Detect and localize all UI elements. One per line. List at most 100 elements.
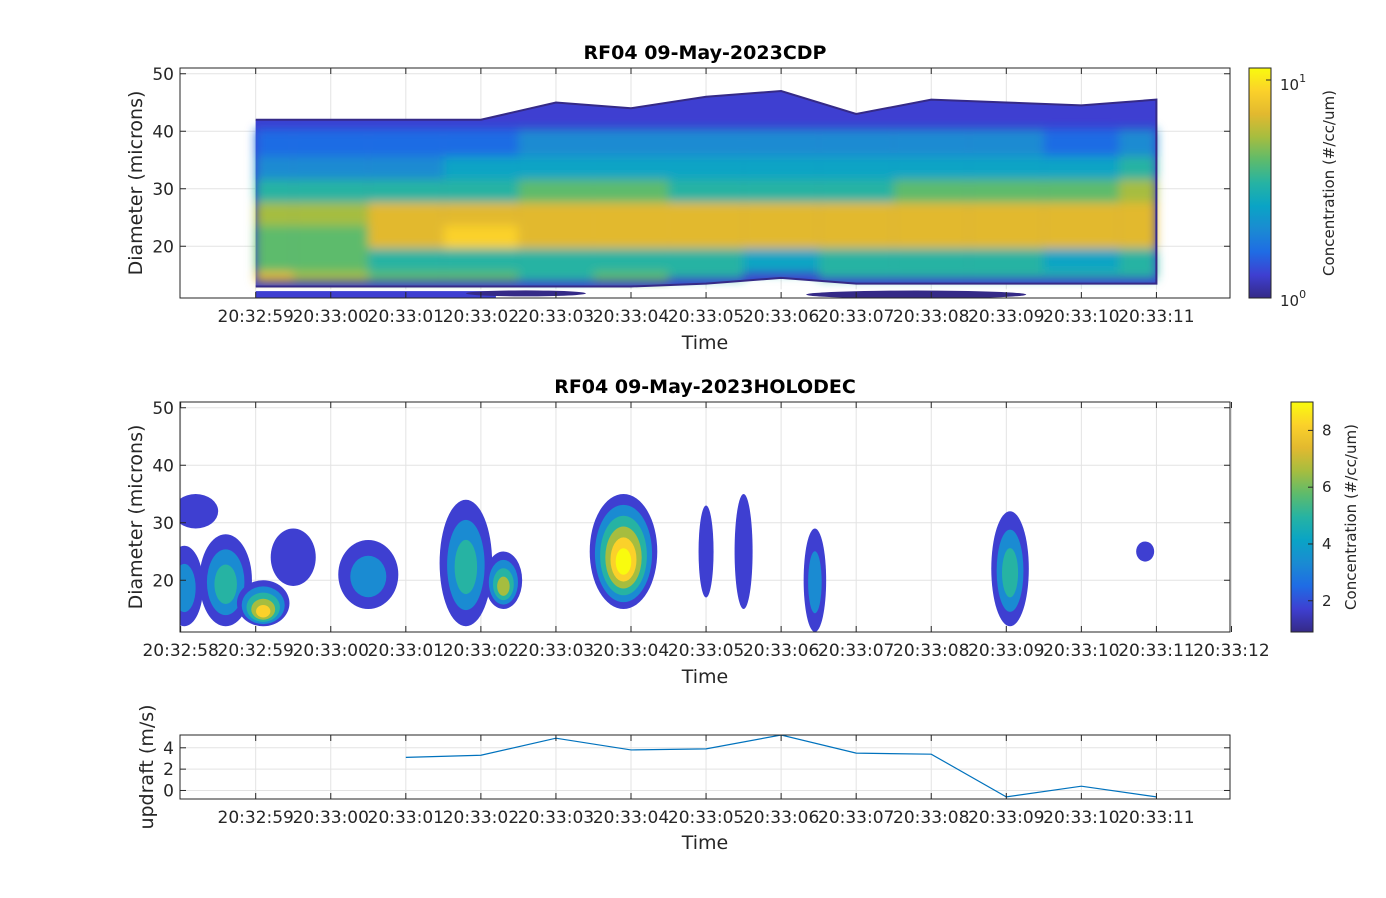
cdp-y-ticks: 20 30 40 50 — [152, 65, 1230, 257]
x-tick-label: 20:33:07 — [818, 307, 894, 327]
x-tick-label: 20:33:06 — [743, 808, 819, 828]
cdp-gap — [255, 289, 1157, 294]
holodec-contour-level — [256, 604, 271, 618]
x-tick-label: 20:33:08 — [893, 808, 969, 828]
holodec-grid — [180, 402, 1232, 632]
x-tick-label: 20:33:02 — [443, 641, 519, 661]
holodec-blob — [439, 499, 493, 627]
x-tick-label: 20:33:03 — [518, 307, 594, 327]
cdp-y-label: Diameter (microns) — [125, 91, 147, 276]
holodec-y-label: Diameter (microns) — [125, 425, 147, 610]
x-tick-label: 20:33:03 — [518, 641, 594, 661]
cdp-cell — [255, 128, 294, 157]
x-tick-label: 20:33:03 — [518, 808, 594, 828]
holodec-y-ticks: 20 30 40 50 — [152, 399, 1230, 591]
cdp-bottom-strip — [255, 291, 496, 298]
cdp-x-ticks: 20:32:5920:33:0020:33:0120:33:0220:33:03… — [218, 68, 1195, 327]
cdp-cell — [368, 128, 444, 157]
x-tick-label: 20:33:06 — [743, 641, 819, 661]
cdp-colorbar-tick-label: 100 — [1280, 288, 1306, 310]
cdp-cell — [443, 128, 519, 157]
x-tick-label: 20:33:07 — [818, 808, 894, 828]
holodec-blob — [1136, 541, 1155, 562]
holodec-contour-level — [615, 548, 632, 575]
x-tick-label: 20:33:09 — [968, 641, 1044, 661]
x-tick-label: 20:33:02 — [443, 307, 519, 327]
updraft-panel: 20:32:5920:33:0020:33:0120:33:0220:33:03… — [136, 704, 1231, 854]
cdp-cell — [593, 128, 669, 157]
x-tick-label: 20:33:10 — [1043, 307, 1119, 327]
x-tick-label: 20:33:05 — [668, 808, 744, 828]
cdp-title: RF04 09-May-2023CDP — [584, 42, 827, 64]
x-tick-label: 20:33:02 — [443, 808, 519, 828]
holodec-blob — [270, 528, 316, 586]
x-tick-label: 20:32:59 — [218, 808, 294, 828]
x-tick-label: 20:33:09 — [968, 808, 1044, 828]
cdp-cell — [293, 128, 369, 157]
y-tick-label: 50 — [152, 65, 174, 85]
cdp-x-label: Time — [681, 332, 729, 354]
x-tick-label: 20:33:01 — [368, 808, 444, 828]
holodec-colorbar-ticks: 8 6 4 2 — [1308, 421, 1332, 610]
holodec-colorbar-label: Concentration (#/cc/um) — [1342, 424, 1360, 610]
x-tick-label: 20:33:10 — [1043, 641, 1119, 661]
x-tick-label: 20:33:07 — [818, 641, 894, 661]
holodec-blob — [180, 545, 204, 627]
cdp-axes-box — [179, 67, 1231, 299]
holodec-contour-level — [350, 555, 387, 598]
y-tick-label: 20 — [152, 237, 174, 257]
y-tick-label: 40 — [152, 122, 174, 142]
x-tick-label: 20:33:09 — [968, 307, 1044, 327]
x-tick-label: 20:33:00 — [293, 808, 369, 828]
cdp-cell — [818, 128, 894, 157]
holodec-colorbar — [1290, 401, 1314, 633]
x-tick-label: 20:32:59 — [218, 307, 294, 327]
cdp-colorbar-label: Concentration (#/cc/um) — [1320, 90, 1338, 276]
holodec-blob — [180, 494, 219, 529]
x-tick-label: 20:33:04 — [593, 641, 669, 661]
x-tick-label: 20:33:11 — [1118, 808, 1194, 828]
cdp-cell — [968, 128, 1044, 157]
cdp-contours — [255, 89, 1158, 298]
holodec-colorbar-tick-label: 6 — [1322, 478, 1332, 496]
x-tick-label: 20:33:11 — [1118, 307, 1194, 327]
holodec-blob — [698, 505, 714, 598]
cdp-envelope-edge — [255, 89, 1158, 288]
x-tick-label: 20:33:05 — [668, 641, 744, 661]
cdp-cell — [893, 128, 969, 157]
holodec-contour-level — [1136, 541, 1155, 562]
x-tick-label: 20:33:00 — [293, 641, 369, 661]
holodec-colorbar-tick-label: 2 — [1322, 592, 1332, 610]
holodec-axes-box — [179, 401, 1231, 633]
holodec-contour-level — [734, 494, 753, 609]
updraft-y-ticks: 024 — [163, 739, 1230, 801]
cdp-band-group — [255, 128, 1157, 282]
cdp-bottom-strip — [806, 290, 1027, 298]
updraft-grid — [180, 735, 1230, 799]
updraft-axes-box — [179, 734, 1231, 800]
x-tick-label: 20:33:01 — [368, 307, 444, 327]
y-tick-label: 20 — [152, 571, 174, 591]
holodec-contour-level — [454, 539, 478, 595]
holodec-blob — [803, 528, 827, 632]
x-tick-label: 20:33:01 — [368, 641, 444, 661]
holodec-x-label: Time — [681, 666, 729, 688]
cdp-cell — [668, 128, 744, 157]
x-tick-label: 20:33:10 — [1043, 808, 1119, 828]
x-tick-label: 20:33:08 — [893, 307, 969, 327]
updraft-x-label: Time — [681, 832, 729, 854]
holodec-colorbar-tick-label: 4 — [1322, 535, 1332, 553]
x-tick-label: 20:33:00 — [293, 307, 369, 327]
x-tick-label: 20:32:58 — [142, 641, 218, 661]
updraft-series — [405, 735, 1157, 798]
y-tick-label: 2 — [163, 760, 174, 780]
y-tick-label: 4 — [163, 739, 174, 759]
x-tick-label: 20:33:12 — [1193, 641, 1269, 661]
holodec-blob — [484, 551, 523, 609]
y-tick-label: 50 — [152, 399, 174, 419]
x-tick-label: 20:33:08 — [893, 641, 969, 661]
holodec-colorbar-tick-label: 8 — [1322, 421, 1332, 439]
cdp-cell — [518, 128, 594, 157]
holodec-blob — [236, 580, 290, 627]
